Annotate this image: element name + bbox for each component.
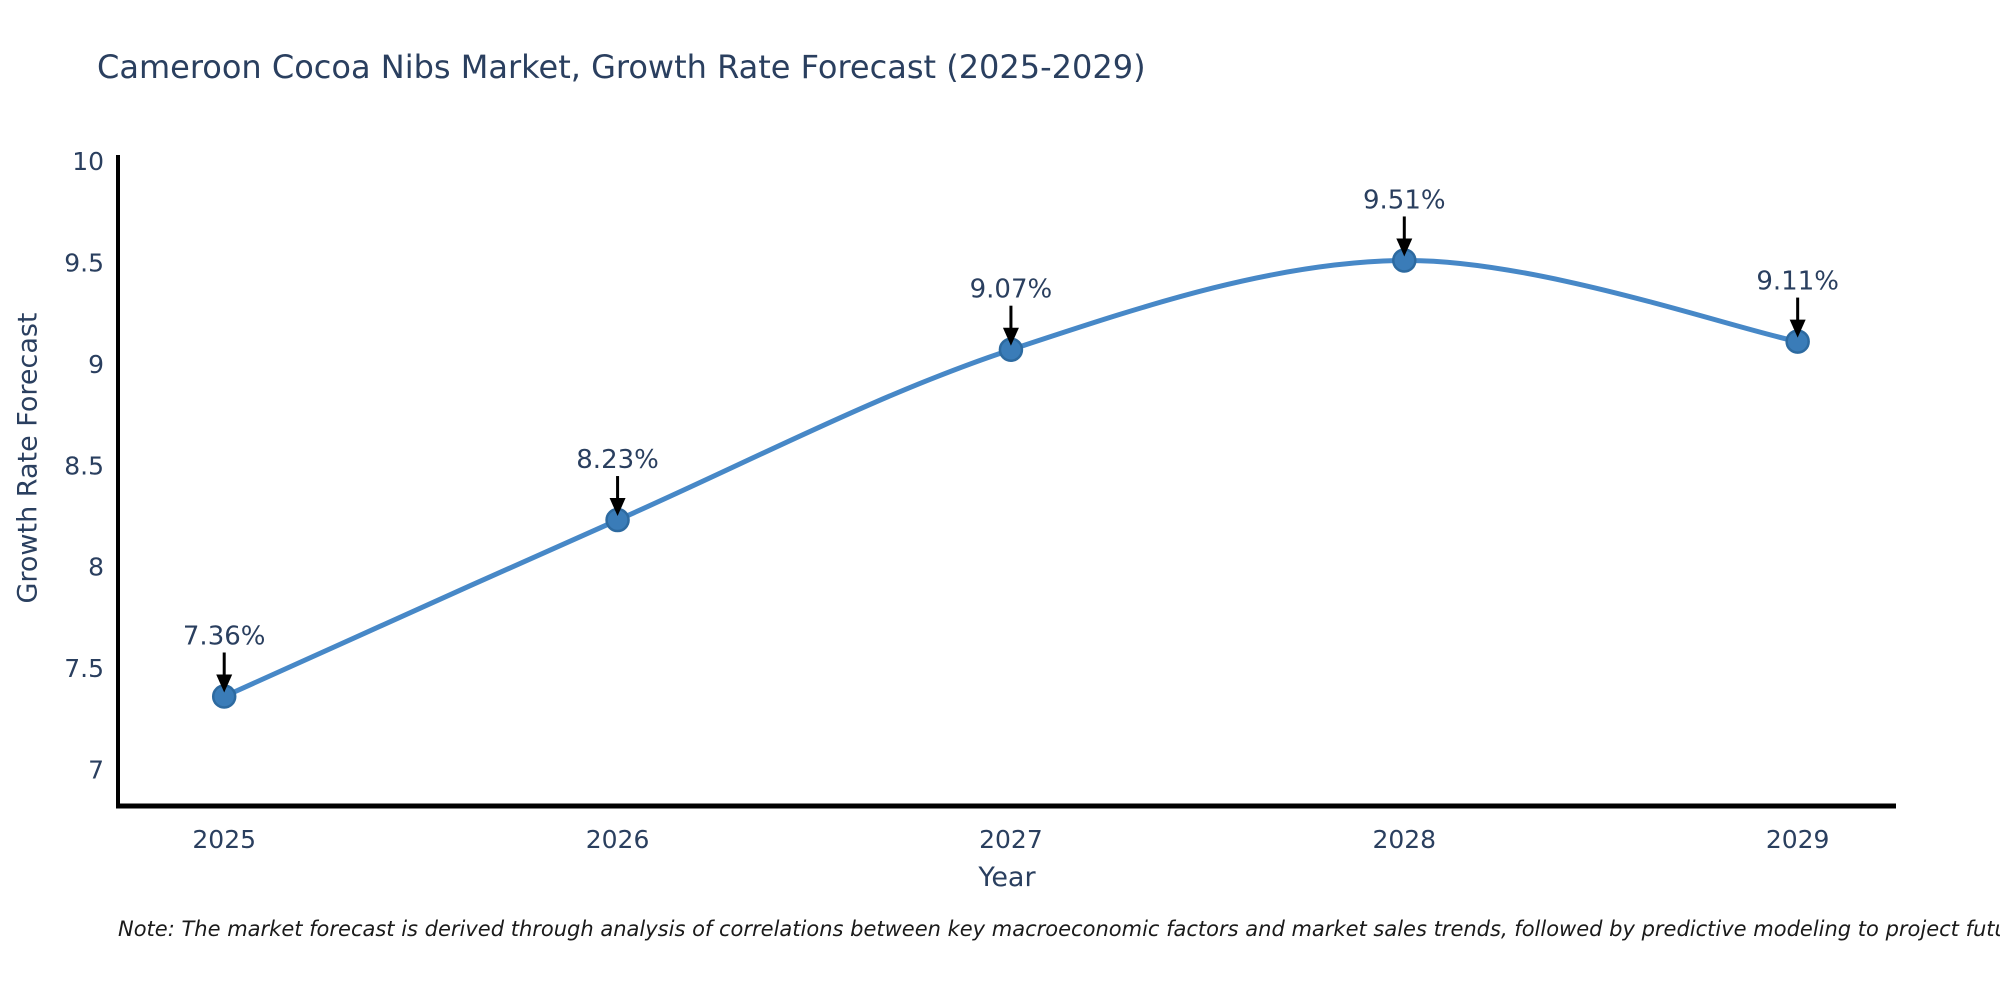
x-tick-label: 2025 — [192, 825, 256, 854]
x-tick-label: 2027 — [979, 825, 1043, 854]
y-tick-label: 7 — [88, 755, 104, 784]
point-annotation: 9.07% — [970, 275, 1053, 305]
point-annotation: 8.23% — [576, 445, 659, 475]
x-tick-label: 2028 — [1372, 825, 1436, 854]
x-tick-label: 2029 — [1766, 825, 1830, 854]
x-tick-label: 2026 — [586, 825, 650, 854]
annotation-arrowhead — [609, 498, 626, 517]
y-tick-label: 7.5 — [64, 654, 104, 683]
y-tick-label: 8 — [88, 553, 104, 582]
point-annotation: 9.11% — [1756, 267, 1839, 297]
footnote: Note: The market forecast is derived thr… — [118, 917, 2000, 941]
chart-title: Cameroon Cocoa Nibs Market, Growth Rate … — [97, 48, 1146, 86]
y-tick-label: 10 — [72, 147, 104, 176]
annotation-arrowhead — [1002, 327, 1019, 346]
point-annotation: 7.36% — [183, 621, 266, 651]
y-tick-label: 9.5 — [64, 248, 104, 277]
y-tick-label: 8.5 — [64, 451, 104, 480]
point-annotation: 9.51% — [1363, 185, 1446, 215]
annotation-arrowhead — [1789, 319, 1806, 338]
annotation-arrowhead — [1396, 238, 1413, 257]
annotation-arrowhead — [216, 674, 233, 693]
x-axis-title: Year — [978, 862, 1036, 893]
y-tick-label: 9 — [88, 350, 104, 379]
